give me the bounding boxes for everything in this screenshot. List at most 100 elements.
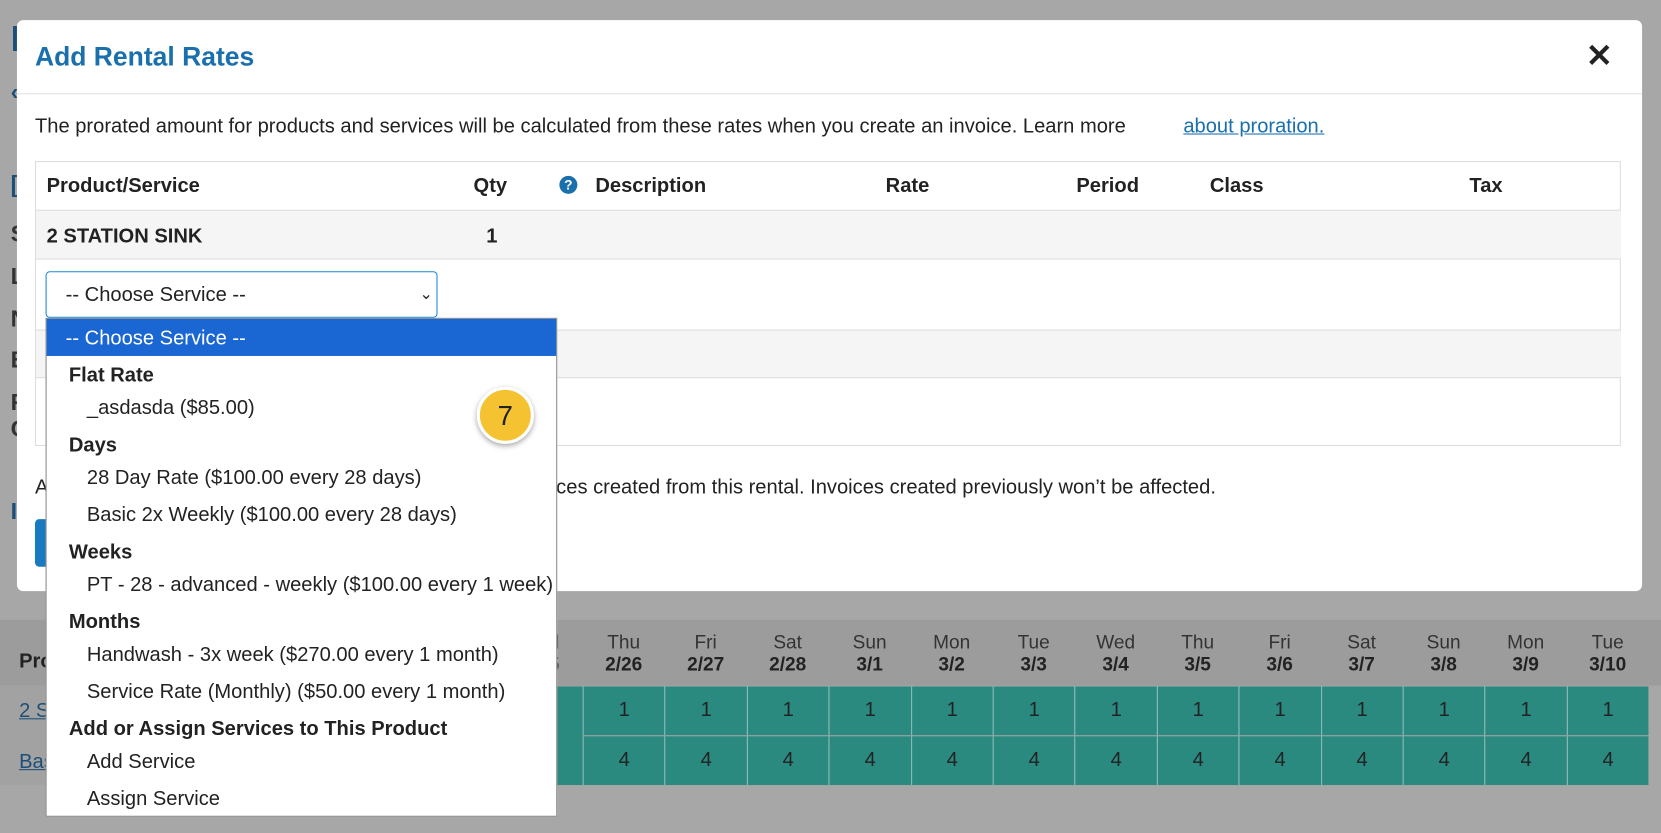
footer-text: ces created from this rental. Invoices c…	[556, 476, 1216, 499]
option-group: Months	[68, 611, 141, 634]
option[interactable]: -- Choose Service --	[65, 327, 246, 350]
day-date: 3/5	[1184, 653, 1211, 675]
background-text: I	[10, 19, 21, 60]
calendar-cell: 1	[1074, 686, 1157, 736]
option-group: Weeks	[68, 541, 133, 564]
modal-title: Add Rental Rates	[34, 42, 255, 73]
day-name: Fri	[1268, 631, 1291, 653]
calendar-cell: 4	[1320, 736, 1403, 786]
calendar-cell: 4	[828, 736, 911, 786]
day-name: Thu	[607, 631, 641, 653]
calendar-cell: 1	[1566, 686, 1649, 736]
option[interactable]: 28 Day Rate ($100.00 every 28 days)	[86, 467, 422, 490]
calendar-product-link[interactable]: Bas	[19, 751, 54, 774]
day-date: 3/3	[1020, 653, 1047, 675]
day-date: 3/10	[1589, 653, 1627, 675]
day-name: Tue	[1017, 631, 1050, 653]
calendar-cell: 1	[1402, 686, 1485, 736]
option-selected	[46, 318, 557, 356]
calendar-cell: 4	[1566, 736, 1649, 786]
column-header: Class	[1209, 174, 1264, 198]
calendar-cell: 1	[910, 686, 993, 736]
calendar-cell: 4	[1238, 736, 1321, 786]
day-name: Wed	[1096, 631, 1136, 653]
calendar-cell: 1	[746, 686, 829, 736]
calendar-cell: 1	[828, 686, 911, 736]
day-date: 3/8	[1430, 653, 1457, 675]
background-text: I	[10, 497, 18, 525]
select-value: -- Choose Service --	[65, 283, 246, 307]
calendar-cell: 1	[664, 686, 747, 736]
help-icon[interactable]: ?	[559, 175, 578, 194]
calendar-cell: 4	[664, 736, 747, 786]
option[interactable]: _asdasda ($85.00)	[86, 397, 255, 420]
calendar-cell: 1	[1156, 686, 1239, 736]
day-name: Tue	[1591, 631, 1624, 653]
day-date: 3/1	[856, 653, 883, 675]
calendar-cell: 1	[992, 686, 1075, 736]
column-header: Tax	[1469, 174, 1503, 198]
option-group: Days	[68, 434, 117, 457]
option[interactable]: Handwash - 3x week ($270.00 every 1 mont…	[86, 644, 499, 667]
option-group: Add or Assign Services to This Product	[68, 718, 448, 741]
background-text: [	[10, 170, 19, 198]
option[interactable]: Assign Service	[86, 788, 221, 811]
day-date: 3/7	[1348, 653, 1375, 675]
calendar-header: Pro	[19, 650, 53, 673]
calendar-cell: 4	[582, 736, 665, 786]
day-name: Sat	[1347, 631, 1376, 653]
option[interactable]: Basic 2x Weekly ($100.00 every 28 days)	[86, 504, 457, 527]
day-date: 3/9	[1512, 653, 1539, 675]
day-date: 3/2	[938, 653, 965, 675]
table	[34, 161, 1621, 447]
column-header: Qty	[473, 174, 508, 198]
footer-text: A	[34, 476, 49, 499]
dropdown	[45, 317, 558, 817]
option[interactable]: Add Service	[86, 751, 196, 774]
day-name: Mon	[1507, 631, 1545, 653]
calendar-product-link[interactable]: 2 S	[19, 700, 50, 723]
background-text: ‹	[10, 78, 19, 105]
option-group: Flat Rate	[68, 364, 154, 387]
calendar-cell: 4	[746, 736, 829, 786]
day-date: 2/26	[605, 653, 643, 675]
calendar-cell: 4	[1402, 736, 1485, 786]
calendar-cell: 4	[1074, 736, 1157, 786]
calendar-cell: 1	[1484, 686, 1567, 736]
row-bg	[36, 209, 1621, 260]
step-badge: 7	[476, 386, 534, 444]
day-date: 2/28	[769, 653, 807, 675]
calendar-cell: 1	[582, 686, 665, 736]
cell: 1	[486, 225, 498, 248]
day-date: 2/27	[687, 653, 725, 675]
calendar-cell: 4	[910, 736, 993, 786]
calendar-cell: 4	[1484, 736, 1567, 786]
calendar-cell: 4	[1156, 736, 1239, 786]
day-name: Thu	[1181, 631, 1215, 653]
select-chevron: ⌄	[419, 284, 433, 303]
divider	[16, 93, 1643, 95]
option[interactable]: Service Rate (Monthly) ($50.00 every 1 m…	[86, 681, 506, 704]
calendar-cell: 4	[992, 736, 1075, 786]
day-name: Fri	[694, 631, 717, 653]
cell: 2 STATION SINK	[46, 225, 203, 248]
day-name: Sun	[852, 631, 887, 653]
intro-text: The prorated amount for products and ser…	[34, 115, 1126, 138]
column-header: Description	[595, 174, 707, 198]
option[interactable]: PT - 28 - advanced - weekly ($100.00 eve…	[86, 574, 554, 597]
day-name: Sun	[1426, 631, 1461, 653]
column-header: Period	[1076, 174, 1139, 198]
day-date: 3/6	[1266, 653, 1293, 675]
column-header: Rate	[885, 174, 930, 198]
calendar-cell: 1	[1320, 686, 1403, 736]
calendar-cell: 1	[1238, 686, 1321, 736]
close-button[interactable]: ✕	[1585, 39, 1613, 75]
day-date: 3/4	[1102, 653, 1129, 675]
day-name: Mon	[933, 631, 971, 653]
intro-link[interactable]: about proration.	[1183, 115, 1325, 138]
column-header: Product/Service	[46, 174, 200, 198]
day-name: Sat	[773, 631, 802, 653]
service-select[interactable]	[45, 271, 438, 318]
